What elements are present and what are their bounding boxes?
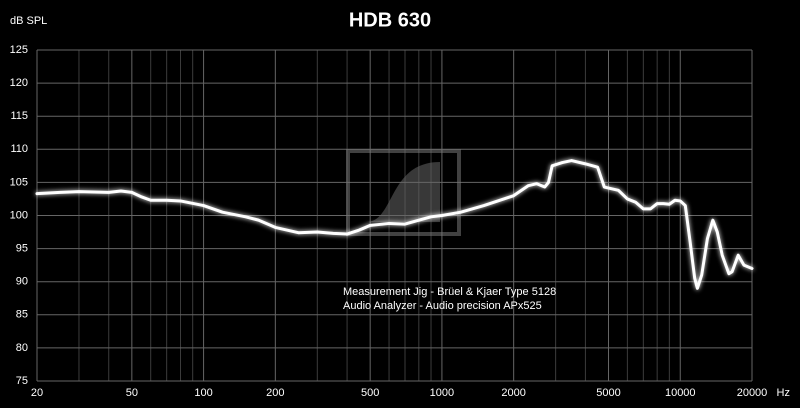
x-tick-label: 2000 — [501, 387, 525, 399]
logo-shape — [366, 162, 440, 222]
y-axis-label: dB SPL — [10, 15, 47, 27]
y-tick-label: 105 — [10, 176, 28, 188]
y-tick-label: 90 — [16, 276, 28, 288]
chart-title: HDB 630 — [349, 9, 431, 31]
response-line — [35, 159, 754, 290]
x-tick-label: 200 — [266, 387, 284, 399]
y-tick-label: 125 — [10, 44, 28, 56]
y-tick-label: 100 — [10, 209, 28, 221]
x-axis-label: Hz — [777, 387, 790, 399]
x-tick-label: 500 — [361, 387, 379, 399]
y-tick-label: 75 — [16, 375, 28, 387]
x-tick-label: 20000 — [737, 387, 768, 399]
annotation: Audio Analyzer - Audio precision APx525 — [343, 300, 542, 312]
x-tick-label: 5000 — [596, 387, 620, 399]
y-tick-label: 80 — [16, 342, 28, 354]
y-tick-label: 85 — [16, 309, 28, 321]
x-tick-label: 1000 — [430, 387, 454, 399]
y-tick-label: 115 — [10, 110, 28, 122]
x-tick-label: 100 — [194, 387, 212, 399]
y-tick-label: 120 — [10, 77, 28, 89]
logo-frame — [346, 149, 461, 236]
y-tick-label: 95 — [16, 243, 28, 255]
annotation: Measurement Jig - Brüel & Kjaer Type 512… — [343, 286, 556, 298]
y-tick-label: 110 — [10, 143, 28, 155]
x-tick-label: 20 — [31, 387, 43, 399]
x-tick-label: 10000 — [665, 387, 696, 399]
x-tick-label: 50 — [126, 387, 138, 399]
logo — [346, 149, 461, 236]
